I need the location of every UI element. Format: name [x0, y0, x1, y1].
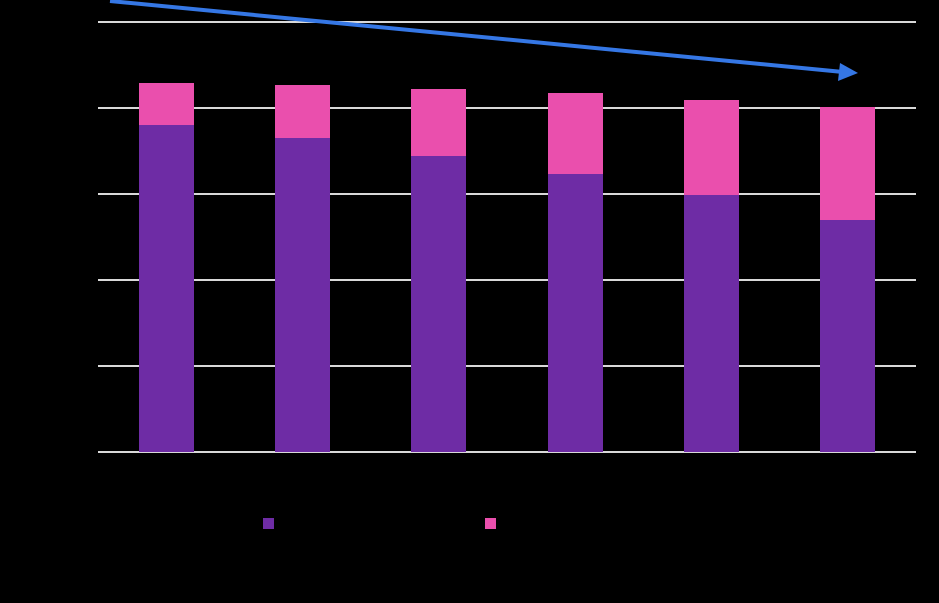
y-tick-label: 60 — [74, 186, 90, 202]
bar-segment-series-1 — [820, 219, 875, 452]
gridline — [98, 365, 916, 367]
y-tick-label: 20 — [74, 358, 90, 374]
bar-segment-series-2 — [684, 99, 739, 195]
legend-marker-series-1 — [263, 518, 274, 529]
legend-marker-series-2 — [485, 518, 496, 529]
gridline — [98, 107, 916, 109]
bar-segment-series-1 — [684, 194, 739, 452]
bar-segment-series-2 — [275, 85, 330, 139]
bar-segment-series-1 — [548, 173, 603, 452]
gridline — [98, 279, 916, 281]
bar-stack — [684, 99, 739, 452]
bar-stack — [411, 89, 466, 452]
bar-segment-series-1 — [275, 138, 330, 452]
y-tick-label: 40 — [74, 272, 90, 288]
bar-segment-series-1 — [411, 156, 466, 452]
y-tick-label: 100 — [66, 14, 90, 30]
bar-segment-series-2 — [139, 83, 194, 126]
gridline — [98, 21, 916, 23]
bar-segment-series-2 — [548, 92, 603, 174]
bar-stack — [275, 85, 330, 452]
bar-segment-series-2 — [820, 107, 875, 220]
bar-stack — [820, 107, 875, 452]
bar-stack — [139, 83, 194, 452]
y-tick-label: 0 — [82, 444, 90, 460]
bar-segment-series-2 — [411, 89, 466, 157]
gridline — [98, 451, 916, 453]
bar-stack — [548, 92, 603, 452]
gridline — [98, 193, 916, 195]
y-tick-label: 80 — [74, 100, 90, 116]
bar-segment-series-1 — [139, 125, 194, 452]
